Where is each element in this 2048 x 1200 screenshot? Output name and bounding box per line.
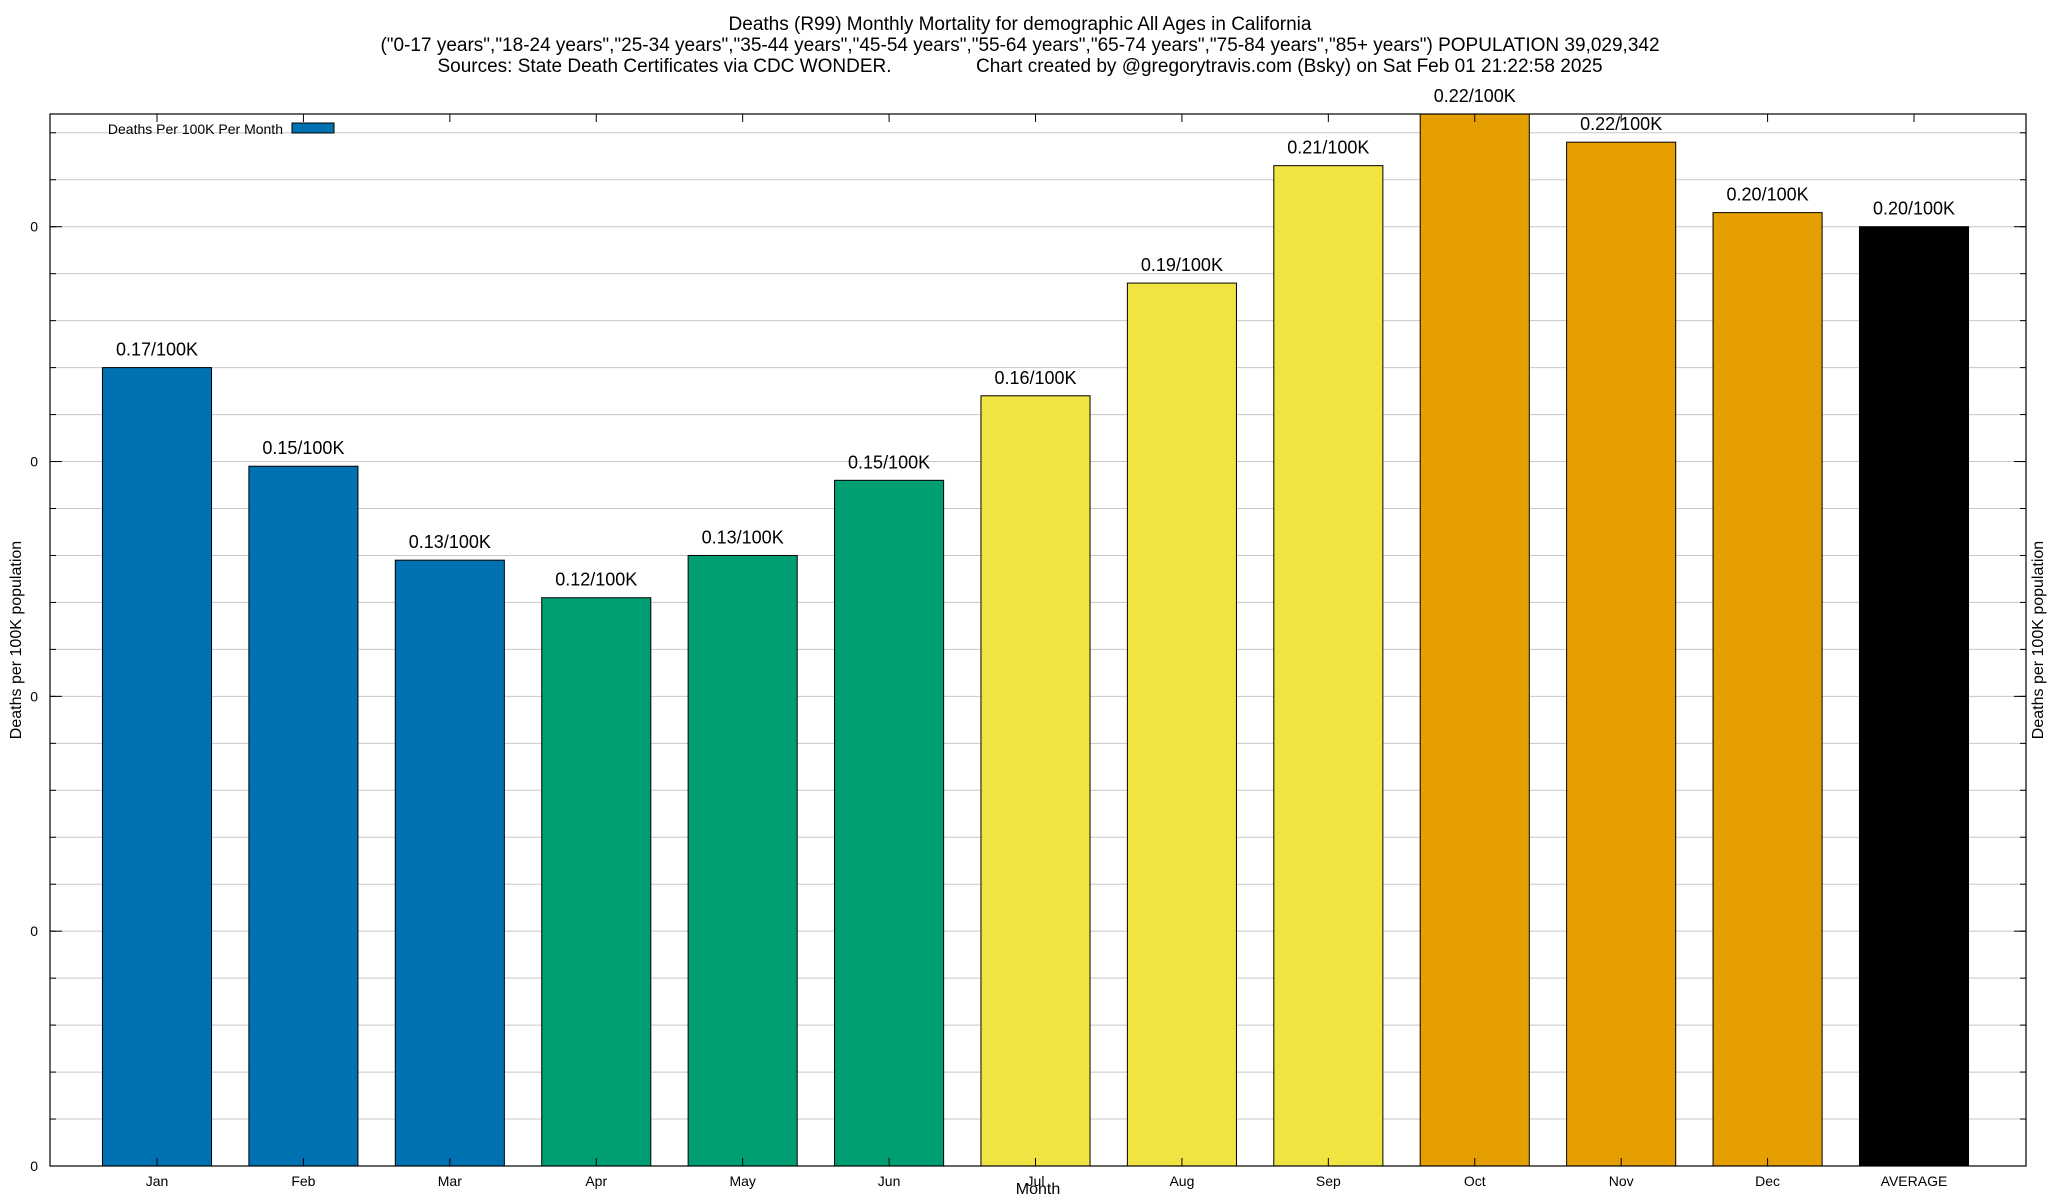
value-labels: 0.17/100K 0.15/100K 0.13/100K 0.12/100K 0.13… — [116, 86, 1955, 590]
bar-value-label: 0.12/100K — [555, 570, 637, 590]
bar-may — [687, 554, 798, 1167]
x-tick-label: Mar — [438, 1173, 462, 1189]
bar-value-label: 0.20/100K — [1727, 185, 1809, 205]
bar-jul — [980, 395, 1091, 1167]
x-tick-label: Nov — [1609, 1173, 1634, 1189]
bar-dec — [1712, 212, 1823, 1167]
x-tick-label: Jul — [1027, 1173, 1045, 1189]
x-tick-label: Oct — [1464, 1173, 1486, 1189]
bar-value-label: 0.20/100K — [1873, 199, 1955, 219]
y-axis-ticks: 0 0 0 0 0 — [30, 219, 2026, 1174]
bar-oct — [1419, 113, 1530, 1167]
x-tick-label: Feb — [291, 1173, 315, 1189]
x-tick-label: Sep — [1316, 1173, 1341, 1189]
y-axis-title-left: Deaths per 100K population — [8, 541, 25, 739]
bar-jan — [101, 367, 213, 1167]
bar-mar — [394, 559, 505, 1167]
bars — [101, 113, 1970, 1167]
bar-value-label: 0.17/100K — [116, 340, 198, 360]
bar-sep — [1273, 165, 1384, 1167]
y-axis-title-right: Deaths per 100K population — [2030, 541, 2047, 739]
bar-value-label: 0.21/100K — [1287, 138, 1369, 158]
x-tick-label: Aug — [1169, 1173, 1194, 1189]
bar-value-label: 0.13/100K — [409, 532, 491, 552]
bar-value-label: 0.22/100K — [1580, 114, 1662, 134]
y-tick-label: 0 — [30, 688, 38, 704]
bar-aug — [1126, 282, 1237, 1167]
y-tick-label: 0 — [30, 219, 38, 235]
bar-value-label: 0.16/100K — [994, 368, 1076, 388]
chart-title: Deaths (R99) Monthly Mortality for demog… — [380, 14, 1659, 77]
x-tick-label: Apr — [585, 1173, 607, 1189]
chart-title-line-3: Sources: State Death Certificates via CD… — [437, 56, 1602, 77]
bar-value-label: 0.15/100K — [848, 452, 930, 472]
x-axis-ticks: Jan Feb Mar Apr May Jun Jul Aug Sep Oct Nov Dec AVER… — [146, 114, 1948, 1189]
plot-frame — [49, 113, 2027, 1167]
x-tick-label: AVERAGE — [1881, 1173, 1948, 1189]
bar-feb — [248, 465, 359, 1167]
y-tick-label: 0 — [30, 923, 38, 939]
x-tick-label: Dec — [1755, 1173, 1780, 1189]
bar-value-label: 0.19/100K — [1141, 255, 1223, 275]
y-tick-label: 0 — [30, 1158, 38, 1174]
legend: Deaths Per 100K Per Month — [108, 121, 335, 137]
bar-value-label: 0.15/100K — [262, 438, 344, 458]
x-tick-label: May — [729, 1173, 755, 1189]
bar-apr — [541, 597, 652, 1167]
legend-label: Deaths Per 100K Per Month — [108, 121, 283, 137]
bar-nov — [1566, 141, 1677, 1167]
x-tick-label: Jan — [146, 1173, 169, 1189]
x-axis-title: Month — [1016, 1181, 1060, 1198]
y-tick-label: 0 — [30, 454, 38, 470]
chart-title-line-2: ("0-17 years","18-24 years","25-34 years… — [380, 35, 1659, 56]
legend-swatch — [291, 122, 335, 134]
bar-value-label: 0.22/100K — [1434, 86, 1516, 106]
bar-value-label: 0.13/100K — [702, 527, 784, 547]
chart-title-line-1: Deaths (R99) Monthly Mortality for demog… — [729, 14, 1312, 35]
bar-average — [1858, 226, 1970, 1167]
bar-jun — [834, 479, 945, 1167]
x-tick-label: Jun — [878, 1173, 901, 1189]
